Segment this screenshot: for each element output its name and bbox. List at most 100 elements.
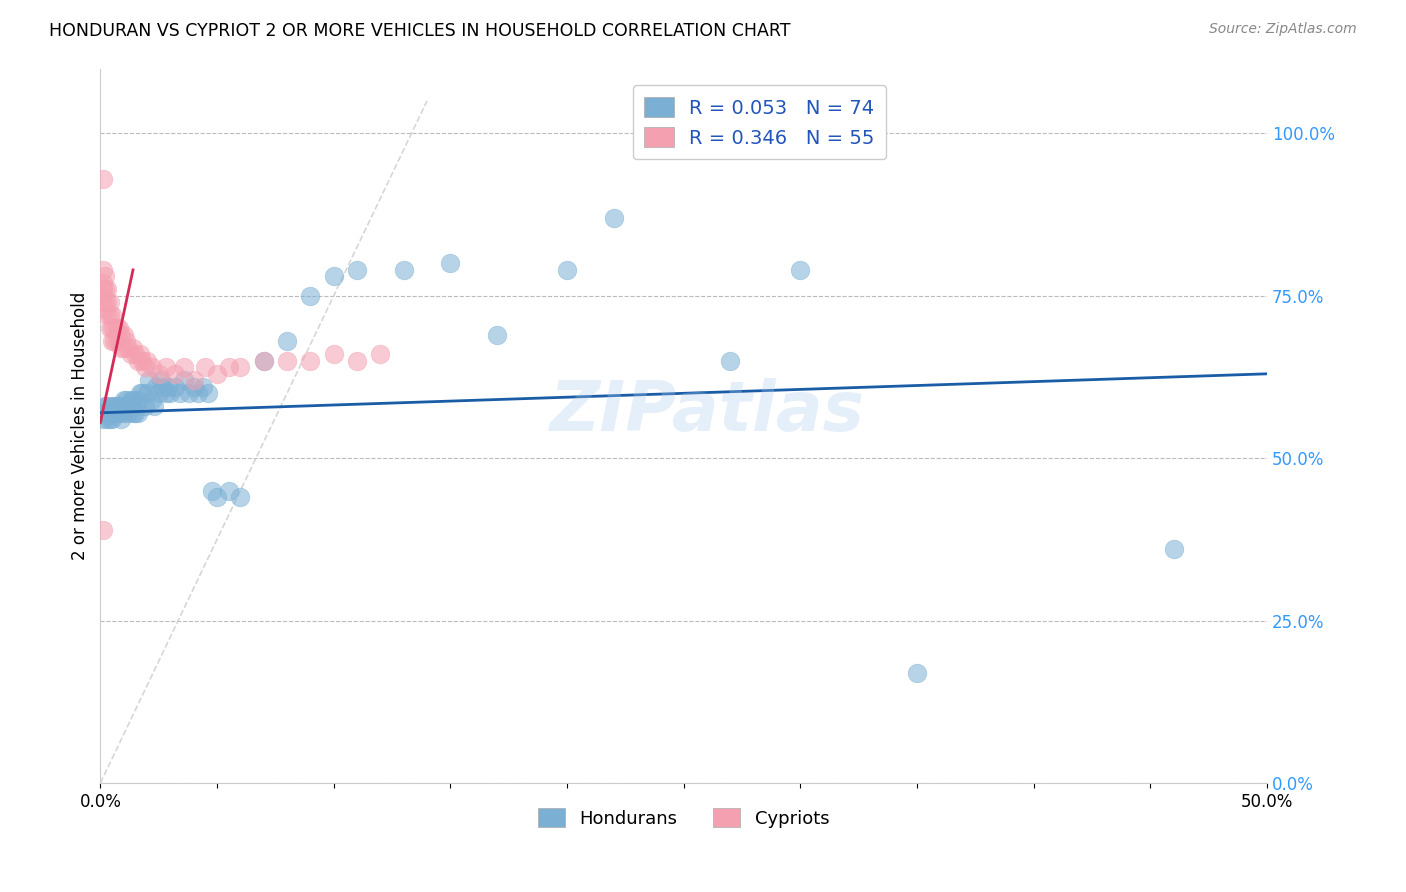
Point <box>101 412 124 426</box>
Point <box>124 406 146 420</box>
Point <box>201 483 224 498</box>
Point <box>101 309 124 323</box>
Point <box>112 392 135 407</box>
Point <box>145 380 167 394</box>
Point <box>138 373 160 387</box>
Point <box>136 386 159 401</box>
Point <box>229 360 252 375</box>
Point <box>229 490 252 504</box>
Point <box>120 347 142 361</box>
Point <box>91 172 114 186</box>
Point <box>112 406 135 420</box>
Point <box>108 406 131 420</box>
Point <box>96 282 118 296</box>
Point <box>96 406 118 420</box>
Point <box>96 412 118 426</box>
Point <box>183 373 205 387</box>
Point <box>187 386 209 401</box>
Point <box>115 399 138 413</box>
Point <box>127 406 149 420</box>
Point <box>101 334 124 349</box>
Point <box>122 341 145 355</box>
Point <box>322 269 344 284</box>
Point <box>120 392 142 407</box>
Point <box>101 406 124 420</box>
Point <box>122 392 145 407</box>
Point <box>91 412 114 426</box>
Point <box>105 406 128 420</box>
Point <box>98 321 121 335</box>
Text: ZIPatlas: ZIPatlas <box>550 378 865 445</box>
Point <box>143 399 166 413</box>
Point <box>96 399 118 413</box>
Point <box>91 523 114 537</box>
Point <box>253 354 276 368</box>
Point <box>205 367 228 381</box>
Point <box>718 354 741 368</box>
Point <box>141 360 163 375</box>
Point <box>276 334 298 349</box>
Point <box>183 380 205 394</box>
Point <box>94 282 117 296</box>
Point <box>120 399 142 413</box>
Point <box>150 373 173 387</box>
Point <box>368 347 391 361</box>
Point <box>253 354 276 368</box>
Point <box>129 386 152 401</box>
Point <box>148 386 170 401</box>
Point <box>117 341 139 355</box>
Point <box>110 412 132 426</box>
Point <box>152 380 174 394</box>
Text: Source: ZipAtlas.com: Source: ZipAtlas.com <box>1209 22 1357 37</box>
Point <box>108 321 131 335</box>
Text: HONDURAN VS CYPRIOT 2 OR MORE VEHICLES IN HOUSEHOLD CORRELATION CHART: HONDURAN VS CYPRIOT 2 OR MORE VEHICLES I… <box>49 22 790 40</box>
Point <box>96 309 118 323</box>
Point <box>156 380 179 394</box>
Point <box>346 263 368 277</box>
Point <box>555 263 578 277</box>
Point <box>169 386 191 401</box>
Point <box>197 386 219 401</box>
Point <box>124 399 146 413</box>
Point <box>136 354 159 368</box>
Point <box>91 289 114 303</box>
Point <box>91 406 114 420</box>
Point <box>485 327 508 342</box>
Point <box>299 354 322 368</box>
Point <box>163 367 186 381</box>
Point <box>122 406 145 420</box>
Point <box>98 309 121 323</box>
Point <box>91 282 114 296</box>
Point <box>1163 542 1185 557</box>
Point <box>173 360 195 375</box>
Point <box>789 263 811 277</box>
Point <box>205 490 228 504</box>
Point <box>103 406 125 420</box>
Point <box>194 360 217 375</box>
Point <box>112 327 135 342</box>
Point <box>110 327 132 342</box>
Point <box>173 373 195 387</box>
Point <box>159 386 181 401</box>
Point <box>141 392 163 407</box>
Point <box>191 380 214 394</box>
Point <box>98 412 121 426</box>
Point <box>218 483 240 498</box>
Legend: Hondurans, Cypriots: Hondurans, Cypriots <box>530 801 837 835</box>
Point <box>108 334 131 349</box>
Point <box>94 269 117 284</box>
Point <box>218 360 240 375</box>
Point <box>155 360 177 375</box>
Point <box>131 386 153 401</box>
Point <box>117 406 139 420</box>
Point <box>91 276 114 290</box>
Point <box>112 341 135 355</box>
Point <box>105 334 128 349</box>
Point <box>299 289 322 303</box>
Point <box>127 354 149 368</box>
Point <box>98 406 121 420</box>
Y-axis label: 2 or more Vehicles in Household: 2 or more Vehicles in Household <box>72 292 89 560</box>
Point <box>115 334 138 349</box>
Point <box>155 386 177 401</box>
Point <box>101 321 124 335</box>
